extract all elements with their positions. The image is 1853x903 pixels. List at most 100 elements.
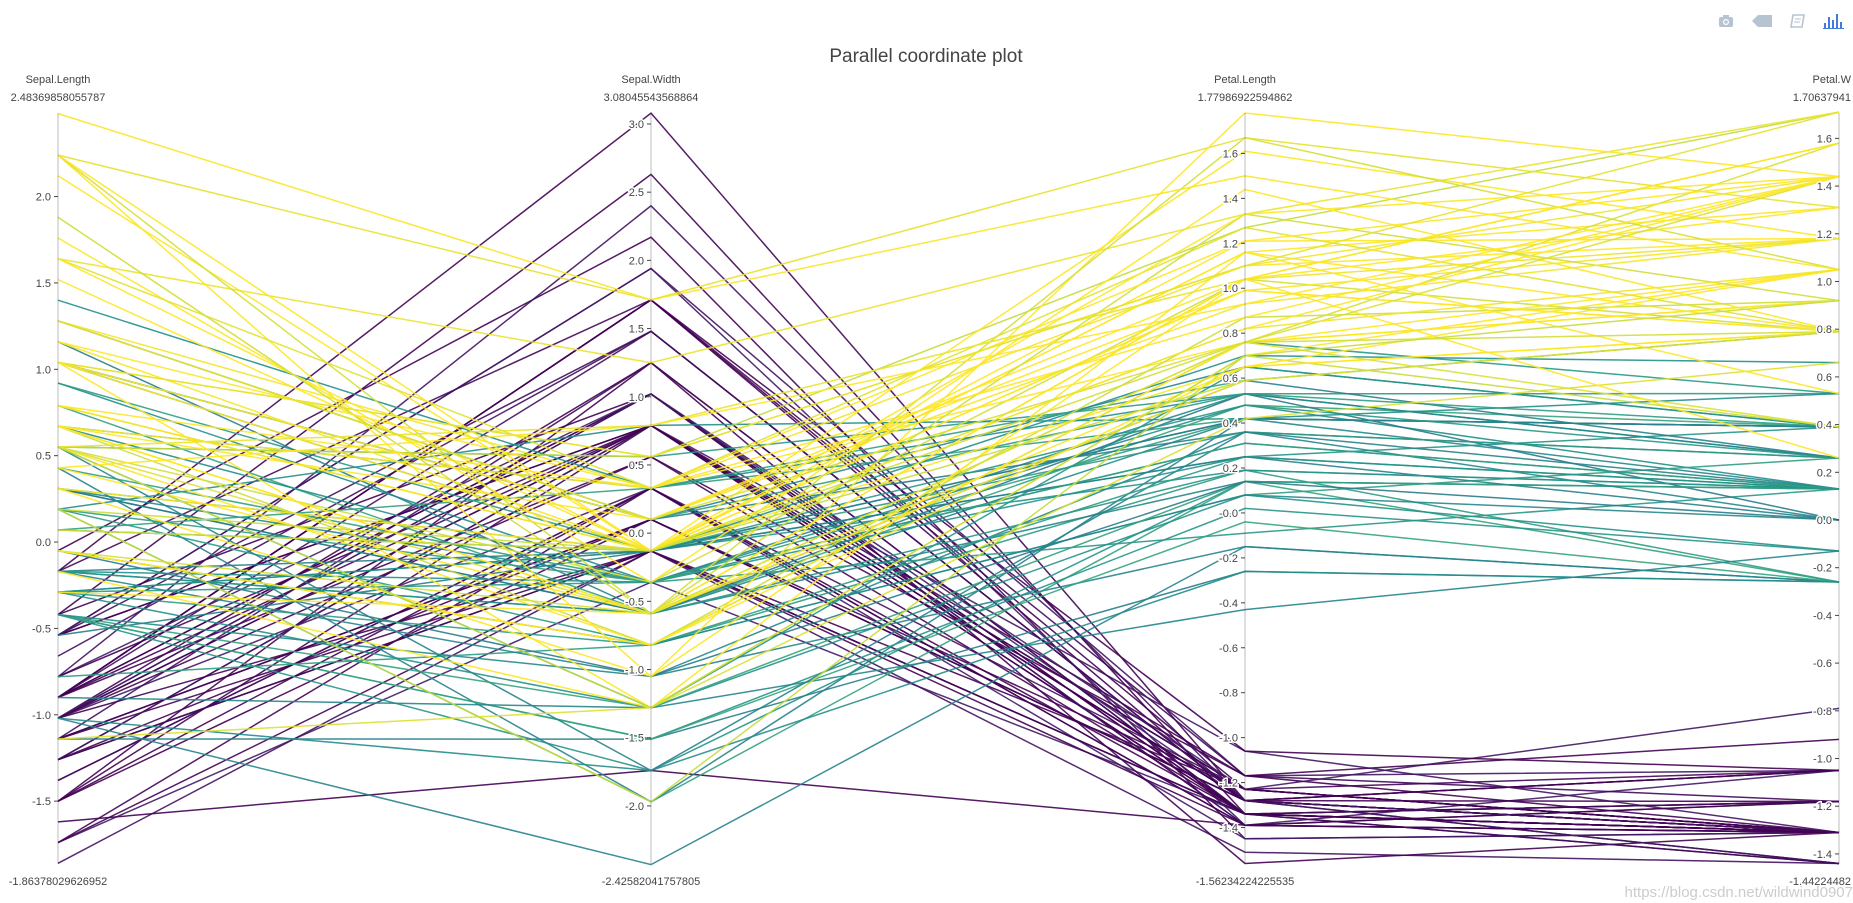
tick-label: -1.2: [1813, 801, 1832, 813]
data-line: [57, 393, 1840, 791]
data-line: [57, 111, 1840, 458]
tick-label: -0.6: [1219, 643, 1238, 655]
data-line: [57, 111, 1840, 364]
data-line: [57, 424, 1840, 834]
axis-label: Petal.W: [1812, 74, 1851, 86]
tick-label: 2.5: [629, 187, 644, 199]
tick-label: -1.5: [625, 733, 644, 745]
tick-label: -0.8: [1219, 688, 1238, 700]
axis-max-label: 3.08045543568864: [604, 92, 699, 104]
axis-label: Sepal.Width: [621, 74, 680, 86]
axis-min-label: -1.44224482: [1789, 876, 1851, 888]
data-line: [57, 550, 1840, 709]
data-line: [57, 299, 1840, 709]
tick-label: 0.6: [1223, 373, 1238, 385]
tick-label: -1.4: [1813, 849, 1832, 861]
tick-label: 1.0: [1817, 276, 1832, 288]
data-line: [57, 142, 1840, 521]
plotly-logo-icon[interactable]: [1823, 10, 1845, 32]
data-line: [57, 487, 1840, 844]
tick-label: 0.0: [629, 528, 644, 540]
tick-label: 1.2: [1223, 238, 1238, 250]
axis-max-label: 1.77986922594862: [1198, 92, 1293, 104]
data-line: [57, 354, 1840, 803]
data-line: [57, 330, 1840, 552]
axis-label: Sepal.Length: [26, 74, 91, 86]
tick-label: 1.0: [1223, 283, 1238, 295]
data-line: [57, 480, 1840, 709]
data-line: [57, 545, 1840, 678]
data-line: [57, 268, 1840, 552]
tick-label: -0.6: [1813, 658, 1832, 670]
watermark-text: https://blog.csdn.net/wildwind0907: [1624, 884, 1853, 901]
axis-min-label: -1.86378029626952: [9, 876, 107, 888]
data-line: [57, 298, 1840, 834]
data-line: [57, 330, 1840, 552]
data-line: [57, 289, 1840, 521]
axis-label: Petal.Length: [1214, 74, 1276, 86]
data-line: [57, 424, 1840, 834]
tick-label: 0.0: [1817, 515, 1832, 527]
tick-label: 1.6: [1817, 133, 1832, 145]
tick-label: -1.0: [1219, 733, 1238, 745]
axis-petal-length[interactable]: Petal.Length 1.77986922594862 -1.562342242…: [1196, 74, 1294, 888]
tick-label: -0.5: [625, 596, 644, 608]
zoom-icon[interactable]: [1751, 10, 1773, 32]
data-line: [57, 581, 1840, 844]
tick-label: 1.5: [36, 278, 51, 290]
data-line: [57, 521, 1840, 740]
tick-label: -0.2: [1813, 563, 1832, 575]
camera-icon[interactable]: [1715, 10, 1737, 32]
data-line: [57, 330, 1840, 834]
tick-label: -0.4: [1219, 598, 1238, 610]
axis-min-label: -1.56234224225535: [1196, 876, 1294, 888]
tick-label: 1.0: [36, 364, 51, 376]
data-line: [57, 226, 1840, 489]
tick-label: 1.0: [629, 392, 644, 404]
tick-label: 0.5: [36, 451, 51, 463]
tick-label: -0.5: [32, 623, 51, 635]
tick-label: -0.4: [1813, 610, 1832, 622]
tick-label: 1.6: [1223, 148, 1238, 160]
tick-label: -1.0: [1813, 754, 1832, 766]
data-line: [57, 112, 1840, 301]
axis-petal-w[interactable]: Petal.W 1.70637941 -1.44224482 1.6 1.4 1.2 1.0…: [1789, 74, 1851, 888]
data-line: [57, 570, 1840, 772]
data-line: [57, 431, 1840, 772]
data-line: [57, 251, 1840, 552]
data-line: [57, 330, 1840, 834]
tick-label: 1.2: [1817, 229, 1832, 241]
axis-sepal-length[interactable]: Sepal.Length 2.48369858055787 -1.863780296…: [9, 74, 107, 888]
data-line: [57, 136, 1840, 301]
tick-label: 3.0: [629, 119, 644, 131]
data-line: [57, 268, 1840, 489]
data-line: [57, 424, 1840, 834]
tick-label: -1.2: [1219, 778, 1238, 790]
tick-label: -1.5: [32, 796, 51, 808]
data-line: [57, 550, 1840, 865]
tick-label: 0.4: [1223, 418, 1238, 430]
polylines-layer: [57, 111, 1840, 866]
axes-layer: Sepal.Length 2.48369858055787 -1.863780296…: [9, 74, 1852, 888]
tick-label: 0.8: [1223, 328, 1238, 340]
tick-label: 0.4: [1817, 420, 1832, 432]
tick-label: -2.0: [625, 801, 644, 813]
book-icon[interactable]: [1787, 10, 1809, 32]
chart-title: Parallel coordinate plot: [829, 46, 1023, 67]
data-line: [57, 175, 1840, 469]
tick-label: 2.0: [629, 255, 644, 267]
axis-max-label: 2.48369858055787: [11, 92, 106, 104]
axis-min-label: -2.42582041757805: [602, 876, 700, 888]
tick-label: 0.6: [1817, 372, 1832, 384]
data-line: [57, 299, 1840, 646]
data-line: [57, 136, 1840, 615]
data-line: [57, 431, 1840, 678]
tick-label: 0.2: [1223, 463, 1238, 475]
data-line: [57, 111, 1840, 458]
data-line: [57, 268, 1840, 615]
data-line: [57, 424, 1840, 834]
axis-sepal-width[interactable]: Sepal.Width 3.08045543568864 -2.4258204175…: [602, 74, 700, 888]
tick-label: -1.4: [1219, 823, 1238, 835]
data-line: [57, 175, 1840, 521]
